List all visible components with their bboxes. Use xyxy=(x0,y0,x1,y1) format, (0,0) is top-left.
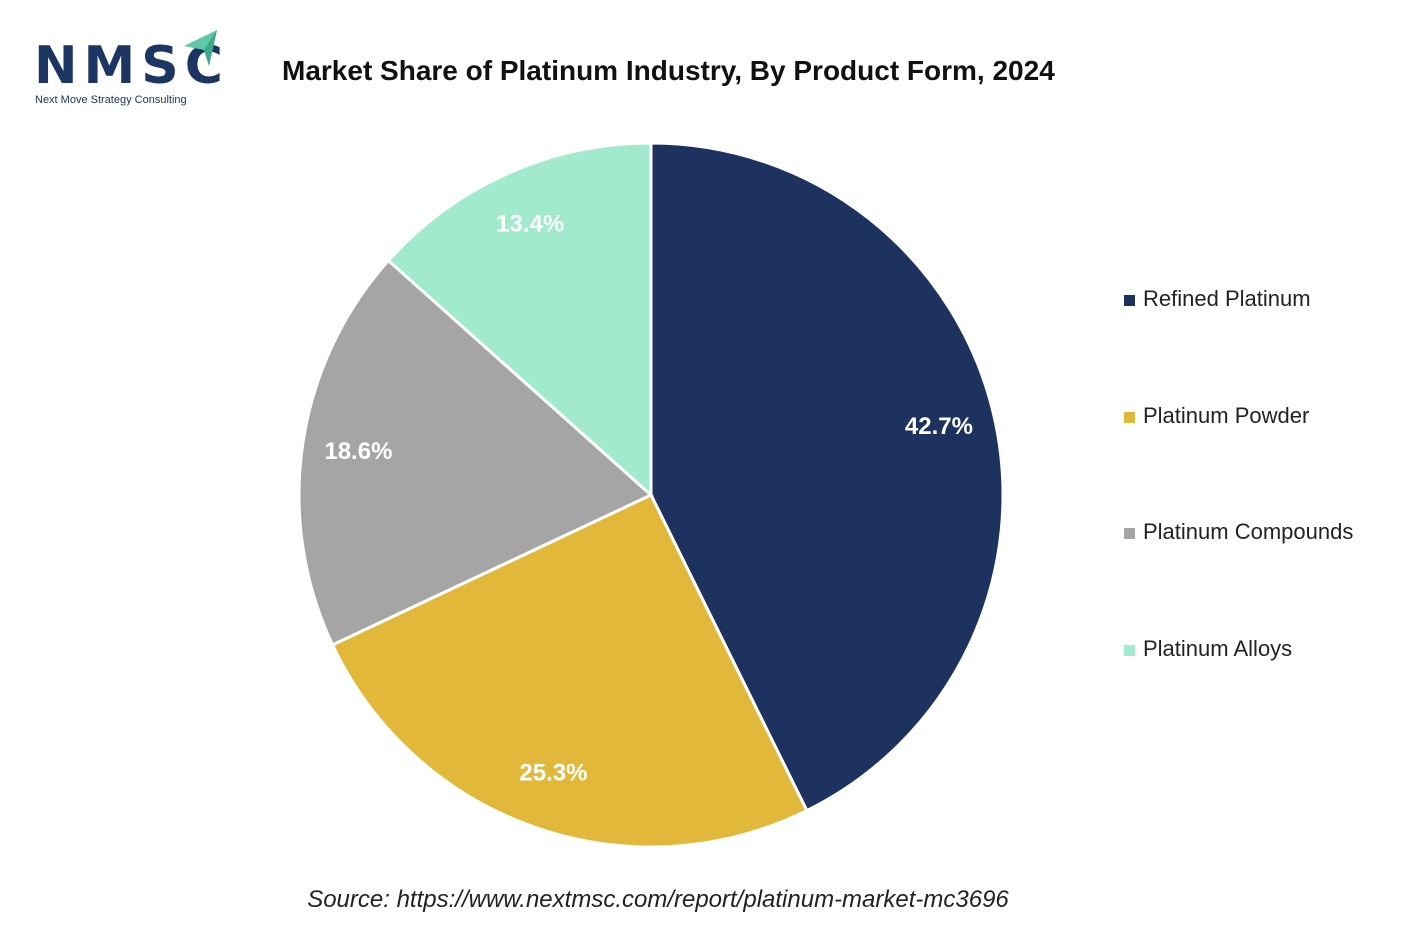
chart-legend: Refined Platinum Platinum Powder Platinu… xyxy=(1124,286,1353,752)
legend-label: Platinum Powder xyxy=(1143,402,1310,428)
legend-item-platinum-compounds: Platinum Compounds xyxy=(1124,519,1353,636)
source-note: Source: https://www.nextmsc.com/report/p… xyxy=(307,886,1009,913)
legend-item-platinum-powder: Platinum Powder xyxy=(1124,403,1353,520)
data-label: 42.7% xyxy=(905,413,973,440)
logo-tagline: Next Move Strategy Consulting xyxy=(35,94,187,106)
paper-plane-icon xyxy=(184,30,217,66)
legend-label: Refined Platinum xyxy=(1143,286,1311,311)
slice-refined-platinum xyxy=(649,141,1005,813)
legend-label: Platinum Compounds xyxy=(1143,519,1354,544)
data-label: 13.4% xyxy=(496,210,564,237)
slice-platinum-powder xyxy=(330,493,809,849)
legend-label: Platinum Alloys xyxy=(1143,635,1293,661)
data-label: 18.6% xyxy=(324,438,392,465)
nmsc-logo: NMSC Next Move Strategy Consulting xyxy=(34,28,234,108)
legend-swatch xyxy=(1124,411,1135,423)
legend-item-platinum-alloys: Platinum Alloys xyxy=(1124,636,1353,753)
data-label: 25.3% xyxy=(519,759,587,786)
legend-item-refined-platinum: Refined Platinum xyxy=(1124,286,1353,403)
logo-wordmark: NMSC xyxy=(34,36,229,96)
slice-platinum-compounds xyxy=(297,258,654,647)
legend-swatch xyxy=(1124,644,1135,656)
legend-swatch xyxy=(1124,295,1135,306)
slice-platinum-alloys xyxy=(386,141,653,499)
chart-title: Market Share of Platinum Industry, By Pr… xyxy=(282,55,1055,86)
legend-swatch xyxy=(1124,528,1135,539)
